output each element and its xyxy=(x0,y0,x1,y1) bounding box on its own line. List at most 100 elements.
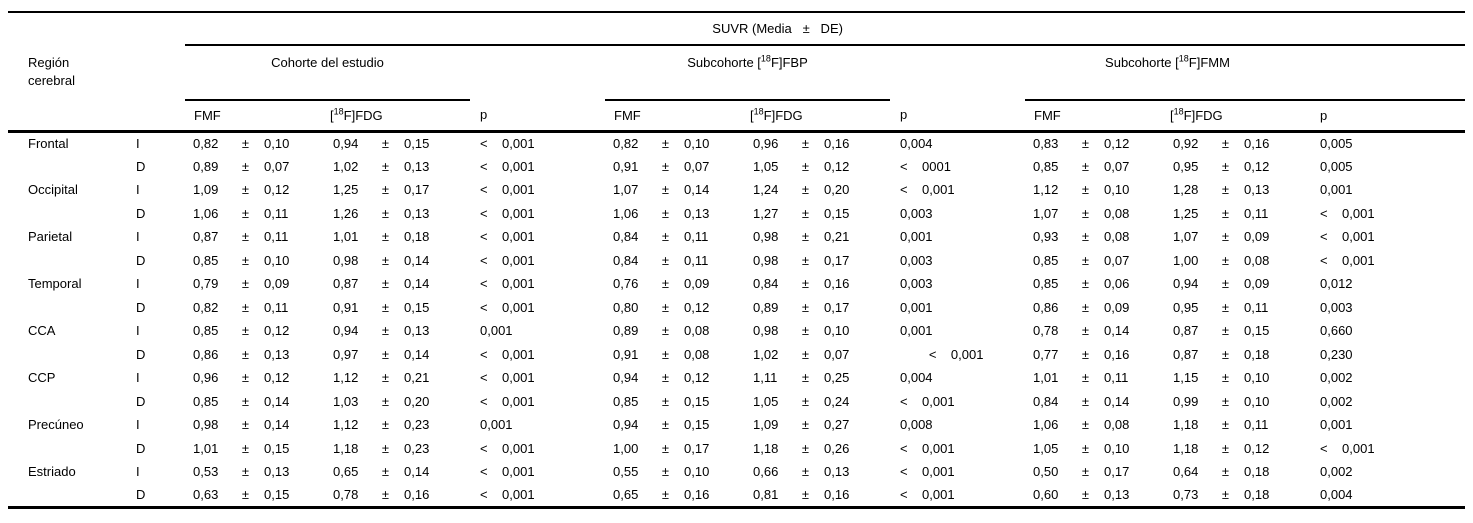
plus-minus-sign: ± xyxy=(661,205,670,221)
mean-value: 0,85 xyxy=(193,323,219,339)
side-label: I xyxy=(136,370,140,386)
mean-value: 0,64 xyxy=(1173,464,1199,480)
plus-minus-sign: ± xyxy=(1221,182,1230,198)
mean-value: 1,05 xyxy=(753,158,779,174)
mean-value: 0,87 xyxy=(193,229,219,245)
region-label: Estriado xyxy=(28,464,76,480)
sd-value: 0,16 xyxy=(398,483,470,509)
table-row: D 1,01 ±0,15 1,18 ±0,23 < 0,001 1,00 ±0,17 1,18 ±… xyxy=(8,437,1465,461)
sd-value: 0,11 xyxy=(264,229,289,245)
p-value: < 0,001 xyxy=(480,252,535,268)
sd-value: 0,06 xyxy=(1104,276,1130,292)
mean-value: 1,05 xyxy=(1033,440,1059,456)
mean-value: 0,94 xyxy=(613,417,639,433)
table-row: D 1,06 ±0,11 1,26 ±0,13 < 0,001 1,06 ±0,13 1,27 ±… xyxy=(8,202,1465,226)
subheader-p: p xyxy=(1310,100,1466,133)
plus-minus-sign: ± xyxy=(1221,393,1230,409)
side-label: D xyxy=(136,299,146,315)
sd-value: 0,12 xyxy=(1244,158,1270,174)
superscript-18: 18 xyxy=(333,106,344,117)
mean-value: 1,02 xyxy=(333,158,359,174)
plus-minus-sign: ± xyxy=(1221,252,1230,268)
subheader-fmf: FMF xyxy=(605,100,745,133)
p-value: 0,001 xyxy=(1320,417,1353,433)
mean-value: 0,94 xyxy=(613,370,639,386)
sd-value: 0,07 xyxy=(684,158,710,174)
mean-value: 0,84 xyxy=(613,252,639,268)
sd-value: 0,08 xyxy=(1244,252,1270,268)
plus-minus-sign: ± xyxy=(801,440,810,456)
mean-value: 1,11 xyxy=(753,370,778,386)
plus-minus-sign: ± xyxy=(1221,323,1230,339)
mean-value: 0,89 xyxy=(613,323,639,339)
plus-minus-sign: ± xyxy=(661,323,670,339)
p-value: < 0,001 xyxy=(480,299,535,315)
plus-minus-sign: ± xyxy=(381,276,390,292)
sd-value: 0,15 xyxy=(404,299,430,315)
mean-value: 0,80 xyxy=(613,299,639,315)
mean-value: 0,85 xyxy=(1033,158,1059,174)
p-value: 0,008 xyxy=(900,417,933,433)
plus-minus-sign: ± xyxy=(373,483,398,509)
table-row: D 0,86 ±0,13 0,97 ±0,14 < 0,001 0,91 ±0,08 1,02 ±… xyxy=(8,343,1465,367)
mean-value: 1,06 xyxy=(193,205,219,221)
plus-minus-sign: ± xyxy=(1221,229,1230,245)
plus-minus-sign: ± xyxy=(801,464,810,480)
mean-value: 0,82 xyxy=(193,136,219,151)
sd-value: 0,17 xyxy=(684,440,710,456)
mean-value: 1,03 xyxy=(333,393,359,409)
mean-value: 0,50 xyxy=(1033,464,1059,480)
sd-value: 0,17 xyxy=(824,299,850,315)
plus-minus-sign: ± xyxy=(1221,205,1230,221)
label-text: [ xyxy=(750,107,754,123)
plus-minus-sign: ± xyxy=(241,158,250,174)
mean-value: 1,06 xyxy=(1033,417,1059,433)
plus-minus-sign: ± xyxy=(661,440,670,456)
sd-value: 0,08 xyxy=(1104,205,1130,221)
plus-minus-sign: ± xyxy=(241,182,250,198)
p-value: 0,001 xyxy=(900,323,933,339)
mean-value: 0,82 xyxy=(613,136,639,151)
plus-minus-sign: ± xyxy=(801,299,810,315)
plus-minus-sign: ± xyxy=(381,136,390,151)
mean-value: 0,98 xyxy=(333,252,359,268)
p-value: 0,230 xyxy=(1320,346,1353,362)
region-label xyxy=(8,249,130,273)
sd-value: 0,17 xyxy=(824,252,850,268)
mean-value: 1,15 xyxy=(1173,370,1199,386)
mean-value: 0,95 xyxy=(1173,158,1199,174)
mean-value: 1,12 xyxy=(1033,182,1059,198)
table-row: Parietal I 0,87 ±0,11 1,01 ±0,18 < 0,001 0,84 ±0… xyxy=(8,225,1465,249)
region-label xyxy=(8,343,130,367)
sd-value: 0,14 xyxy=(404,346,430,362)
mean-value: 0,79 xyxy=(193,276,219,292)
mean-value: 0,53 xyxy=(193,464,219,480)
superscript-18: 18 xyxy=(1173,106,1184,117)
mean-value: 1,07 xyxy=(613,182,639,198)
p-value: < 0,001 xyxy=(900,440,955,456)
mean-value: 0,86 xyxy=(1033,299,1059,315)
label-text: F]FDG xyxy=(343,107,383,123)
sd-value: 0,16 xyxy=(1104,346,1130,362)
region-label xyxy=(8,296,130,320)
region-label: Occipital xyxy=(28,182,78,198)
sd-value: 0,13 xyxy=(684,205,710,221)
plus-minus-sign: ± xyxy=(1221,299,1230,315)
sd-value: 0,14 xyxy=(404,276,430,292)
mean-value: 1,00 xyxy=(1173,252,1199,268)
subheader-fdg: [18F]FDG xyxy=(745,100,890,133)
mean-value: 0,78 xyxy=(325,483,373,509)
sd-value: 0,17 xyxy=(404,182,430,198)
p-value: < 0,001 xyxy=(1320,205,1375,221)
mean-value: 0,94 xyxy=(333,323,359,339)
plus-minus-sign: ± xyxy=(1081,182,1090,198)
label-text: F]FMM xyxy=(1188,55,1230,70)
table-title-row: SUVR (Media ± DE) xyxy=(8,11,1466,46)
subheader-fmf: FMF xyxy=(185,100,325,133)
sd-value: 0,16 xyxy=(1244,136,1270,151)
region-label xyxy=(8,437,130,461)
p-value: 0,003 xyxy=(900,276,933,292)
sd-value: 0,10 xyxy=(684,464,710,480)
plus-minus-sign: ± xyxy=(241,417,250,433)
plus-minus-sign: ± xyxy=(1081,417,1090,433)
